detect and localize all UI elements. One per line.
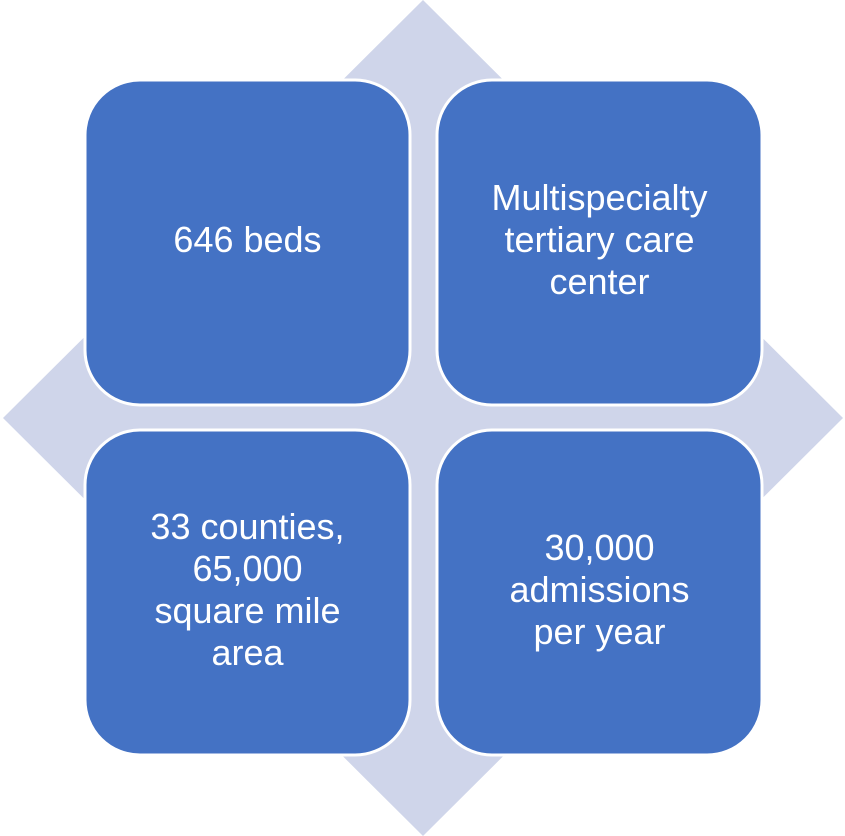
box-text-line: square mile [154, 590, 340, 631]
box [435, 428, 764, 757]
box [83, 428, 412, 757]
box-text-line: 30,000 [544, 527, 654, 568]
box-text-line: area [211, 632, 284, 673]
box-text-line: tertiary care [504, 219, 694, 260]
box-text-line: admissions [509, 569, 689, 610]
box-text-line: Multispecialty [491, 177, 707, 218]
box [83, 78, 412, 407]
box-text-line: per year [533, 611, 665, 652]
box-text-line: 646 beds [173, 219, 321, 260]
box-text-line: center [549, 261, 649, 302]
box-text-line: 65,000 [192, 548, 302, 589]
box-text-line: 33 counties, [150, 506, 344, 547]
box [435, 78, 764, 407]
